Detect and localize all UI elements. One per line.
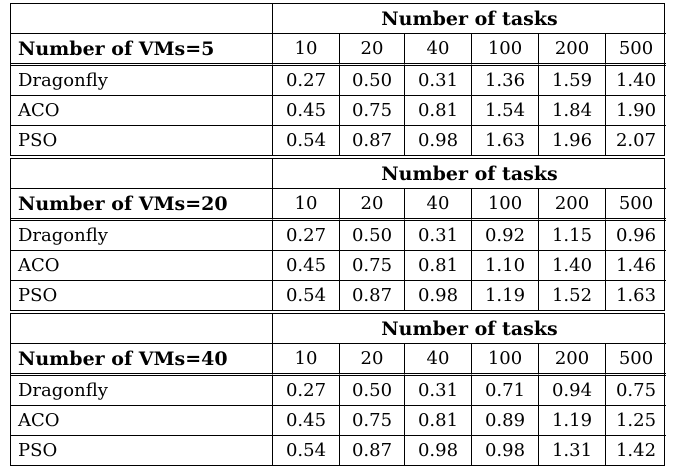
table-cell: 0.45 [273,96,340,126]
table-cell: 0.75 [340,251,405,281]
tasks-header: Number of tasks [273,159,666,189]
table-cell: 0.31 [405,221,472,251]
table-cell: 0.81 [405,406,472,436]
table-cell: 0.87 [340,436,405,465]
task-count: 40 [405,189,472,221]
table-cell: 0.45 [273,251,340,281]
task-count: 100 [472,189,539,221]
results-table: Number of tasks Number of VMs=5 10 20 40… [10,3,666,471]
algorithm-name: ACO [11,251,273,281]
task-count: 100 [472,344,539,376]
table-cell: 1.40 [606,66,666,96]
table-cell: 0.75 [340,406,405,436]
table-cell: 0.45 [273,406,340,436]
algorithm-name: Dragonfly [11,221,273,251]
task-count: 10 [273,34,340,66]
vm-count-label: Number of VMs=40 [11,344,273,376]
table-cell: 0.87 [340,281,405,310]
table-cell: 2.07 [615,130,657,151]
table-cell: 0.31 [405,376,472,406]
table-cell: 1.54 [472,96,539,126]
table-cell: 1.36 [472,66,539,96]
table-cell: 1.84 [539,96,606,126]
task-count: 200 [539,189,606,221]
task-count: 500 [606,189,666,221]
table-cell: 1.90 [606,96,666,126]
table-cell: 0.54 [273,281,340,310]
table-cell: 1.63 [472,126,539,155]
table-cell: 1.40 [539,251,606,281]
table-cell: 0.98 [405,436,472,465]
vm-count-label: Number of VMs=20 [11,189,273,221]
table-cell: 0.50 [340,376,405,406]
table-cell: 1.42 [615,440,657,461]
task-count: 40 [405,34,472,66]
table-cell: 1.52 [539,281,606,310]
table-cell: 1.46 [606,251,666,281]
table-cell: 0.89 [472,406,539,436]
table-cell: 1.31 [539,436,606,465]
task-count: 10 [273,189,340,221]
task-count: 40 [405,344,472,376]
algorithm-name: PSO [11,126,273,155]
table-cell: 0.96 [606,221,666,251]
table-block-vms-5: Number of tasks Number of VMs=5 10 20 40… [10,3,666,156]
tasks-header: Number of tasks [273,314,666,344]
table-cell: 0.98 [472,436,539,465]
table-cell: 0.98 [405,281,472,310]
table-cell: 0.94 [539,376,606,406]
table-cell: 0.31 [405,66,472,96]
task-count: 20 [340,34,405,66]
table-cell: 1.15 [539,221,606,251]
algorithm-name: ACO [11,406,273,436]
table-cell: 0.54 [273,436,340,465]
task-count: 200 [539,34,606,66]
table-block-vms-20: Number of tasks Number of VMs=20 10 20 4… [10,158,666,311]
table-cell: 0.81 [405,96,472,126]
table-cell: 0.50 [340,66,405,96]
table-corner [11,159,273,189]
task-count: 500 [606,344,666,376]
table-cell: 0.87 [340,126,405,155]
task-count: 100 [472,34,539,66]
table-cell: 0.27 [273,66,340,96]
algorithm-name: Dragonfly [11,66,273,96]
table-cell: 1.96 [539,126,606,155]
table-cell: 1.59 [539,66,606,96]
task-count: 20 [340,189,405,221]
table-cell: 0.54 [273,126,340,155]
table-cell: 1.19 [539,406,606,436]
table-cell: 0.27 [273,221,340,251]
table-cell: 1.25 [606,406,666,436]
table-cell: 0.81 [405,251,472,281]
table-cell: 0.27 [273,376,340,406]
table-cell: 1.63 [615,285,657,306]
table-cell: 0.71 [472,376,539,406]
table-cell: 0.92 [472,221,539,251]
tasks-header: Number of tasks [273,4,666,34]
table-cell: 0.98 [405,126,472,155]
task-count: 500 [606,34,666,66]
table-corner [11,314,273,344]
table-cell: 1.10 [472,251,539,281]
table-corner [11,4,273,34]
table-block-vms-40: Number of tasks Number of VMs=40 10 20 4… [10,313,666,466]
algorithm-name: ACO [11,96,273,126]
task-count: 20 [340,344,405,376]
algorithm-name: Dragonfly [11,376,273,406]
algorithm-name: PSO [11,436,273,465]
table-cell: 1.19 [472,281,539,310]
table-cell: 0.50 [340,221,405,251]
vm-count-label: Number of VMs=5 [11,34,273,66]
task-count: 10 [273,344,340,376]
task-count: 200 [539,344,606,376]
algorithm-name: PSO [11,281,273,310]
table-cell: 0.75 [606,376,666,406]
table-cell: 0.75 [340,96,405,126]
